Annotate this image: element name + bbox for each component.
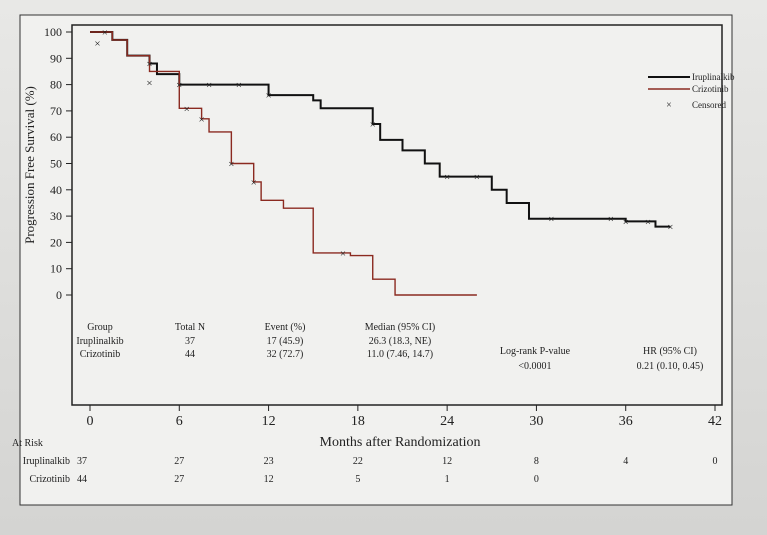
p-value: <0.0001 <box>518 361 551 372</box>
at-risk-count: 5 <box>355 474 360 485</box>
at-risk-count: 22 <box>353 456 363 467</box>
page-border <box>19 14 733 506</box>
table-cell: 32 (72.7) <box>267 349 304 360</box>
at-risk-label: At Risk <box>12 438 43 449</box>
x-axis-label: Months after Randomization <box>320 435 481 450</box>
legend-label: Crizotinib <box>692 84 729 94</box>
y-tick-label: 80 <box>50 78 62 92</box>
y-tick-label: 40 <box>50 183 62 197</box>
table-cell: Iruplinalkib <box>76 336 123 347</box>
censor-mark: × <box>340 248 346 260</box>
censor-mark: × <box>370 119 376 131</box>
y-tick-label: 90 <box>50 51 62 65</box>
censor-mark: × <box>198 114 204 126</box>
censor-mark: × <box>474 172 480 184</box>
censor-mark: × <box>608 214 614 226</box>
table-cell: Crizotinib <box>80 349 121 360</box>
censor-mark: × <box>176 80 182 92</box>
table-cell: 17 (45.9) <box>267 336 304 347</box>
km-curve-crizotinib <box>90 31 477 296</box>
censor-mark: × <box>206 80 212 92</box>
at-risk-count: 8 <box>534 456 539 467</box>
censor-mark: × <box>184 103 190 115</box>
table-header: Group <box>87 322 113 333</box>
censor-mark: × <box>548 214 554 226</box>
table-header: Event (%) <box>265 322 306 333</box>
plot-frame <box>71 24 723 406</box>
legend-label: Censored <box>692 100 726 110</box>
censor-mark: × <box>146 77 152 89</box>
at-risk-count: 23 <box>264 456 274 467</box>
at-risk-count: 0 <box>713 456 718 467</box>
censor-mark: × <box>236 80 242 92</box>
censor-mark: × <box>94 38 100 50</box>
legend-label: Iruplinalkib <box>692 72 735 82</box>
km-curve-iruplinalkib <box>90 31 671 228</box>
at-risk-count: 12 <box>442 456 452 467</box>
at-risk-count: 12 <box>264 474 274 485</box>
at-risk-group: Iruplinalkib <box>23 456 70 467</box>
y-tick-label: 100 <box>44 25 62 39</box>
y-tick-label: 60 <box>50 130 62 144</box>
censor-mark: × <box>623 216 629 228</box>
table-cell: 11.0 (7.46, 14.7) <box>367 349 433 360</box>
table-header: HR (95% CI) <box>643 346 697 357</box>
table-header: Median (95% CI) <box>365 322 436 333</box>
y-tick-label: 30 <box>50 209 62 223</box>
x-tick-label: 18 <box>351 414 365 429</box>
at-risk-count: 44 <box>77 474 87 485</box>
y-axis-label: Progression Free Survival (%) <box>22 86 37 244</box>
at-risk-count: 27 <box>174 474 184 485</box>
censor-mark: × <box>667 222 673 234</box>
y-tick-label: 70 <box>50 104 62 118</box>
at-risk-count: 4 <box>623 456 628 467</box>
censor-mark: × <box>102 27 108 39</box>
x-tick-label: 0 <box>87 414 94 429</box>
censor-mark: × <box>251 177 257 189</box>
censor-mark: × <box>146 59 152 71</box>
x-tick-label: 36 <box>619 414 633 429</box>
y-tick-label: 10 <box>50 262 62 276</box>
table-header: Total N <box>175 322 205 333</box>
table-cell: 37 <box>185 336 195 347</box>
censor-mark: × <box>228 159 234 171</box>
at-risk-count: 0 <box>534 474 539 485</box>
legend-censor-mark: × <box>666 100 672 111</box>
censor-mark: × <box>444 172 450 184</box>
censor-mark: × <box>265 90 271 102</box>
x-tick-label: 30 <box>529 414 543 429</box>
at-risk-count: 1 <box>445 474 450 485</box>
hazard-ratio: 0.21 (0.10, 0.45) <box>637 361 704 372</box>
y-tick-label: 0 <box>56 288 62 302</box>
censor-mark: × <box>645 216 651 228</box>
x-tick-label: 24 <box>440 414 454 429</box>
x-tick-label: 42 <box>708 414 722 429</box>
y-tick-label: 50 <box>50 157 62 171</box>
x-tick-label: 6 <box>176 414 183 429</box>
y-tick-label: 20 <box>50 235 62 249</box>
at-risk-count: 27 <box>174 456 184 467</box>
table-header: Log-rank P-value <box>500 346 571 357</box>
x-tick-label: 12 <box>262 414 276 429</box>
at-risk-group: Crizotinib <box>29 474 70 485</box>
at-risk-count: 37 <box>77 456 87 467</box>
table-cell: 44 <box>185 349 195 360</box>
table-cell: 26.3 (18.3, NE) <box>369 336 432 347</box>
